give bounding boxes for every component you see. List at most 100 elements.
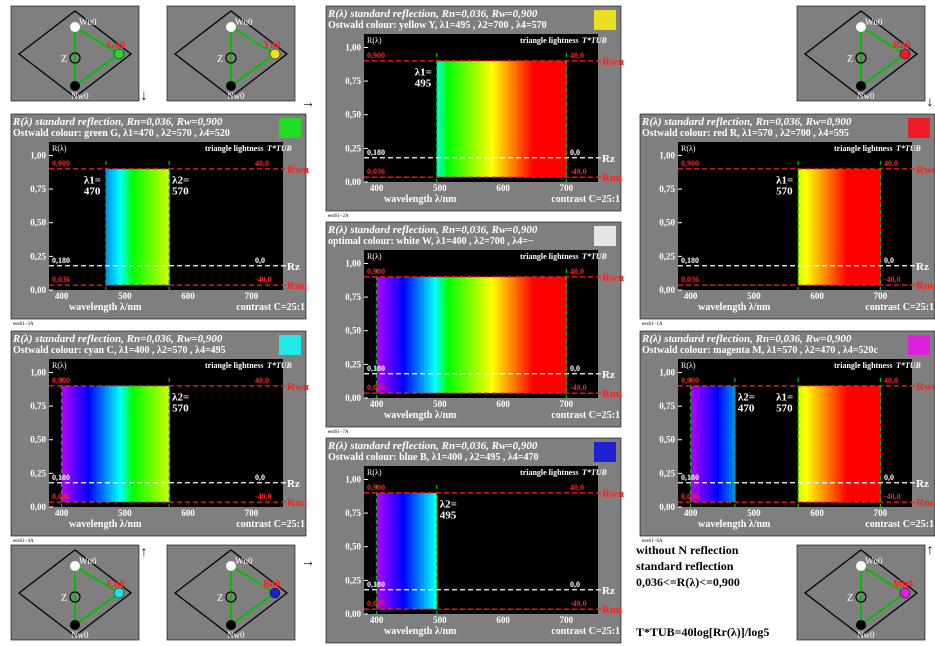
x-tick-label: 500: [433, 399, 447, 409]
colour-point: [113, 48, 125, 60]
spectral-band: [417, 276, 422, 394]
spectral-band: [700, 385, 704, 503]
spectral-band: [518, 276, 523, 394]
spectral-band: [405, 276, 409, 394]
chart-code: eez61−6A: [642, 539, 663, 544]
spectral-band: [832, 168, 837, 286]
reference-side-label: Rnu: [287, 280, 307, 292]
spectral-band: [807, 168, 812, 286]
spectral-band: [465, 276, 469, 394]
spectral-band: [499, 276, 504, 394]
z-label: Z: [847, 593, 853, 604]
x-tick-label: 600: [810, 291, 824, 301]
spectral-band: [813, 168, 818, 286]
x-tick-label: 600: [181, 291, 195, 301]
colour-triangle: [230, 25, 277, 88]
reference-left-label: 0,180: [367, 364, 385, 373]
contrast-label: contrast C=25:1: [551, 194, 620, 205]
y-tick-label: 0,50: [659, 435, 675, 445]
y-tick-label: 0,50: [30, 218, 46, 228]
y-tick-label: 0,50: [345, 542, 361, 552]
chart-4A: R(λ) standard reflection, Rn=0,036, Rw=0…: [10, 330, 309, 544]
spectral-band: [67, 385, 72, 503]
y-tick-label: 0,75: [345, 76, 361, 86]
spectral-band: [550, 60, 555, 178]
black-point: [226, 620, 236, 630]
contrast-label: contrast C=25:1: [551, 626, 620, 637]
spectral-band: [547, 60, 552, 178]
colour-triangle: [74, 25, 121, 88]
spectral-band: [147, 385, 151, 503]
x-tick-label: 600: [181, 508, 195, 518]
spectral-band: [443, 60, 447, 178]
x-tick-label: 500: [118, 508, 132, 518]
flow-arrow: ↑: [141, 545, 148, 560]
spectral-band: [807, 385, 812, 503]
spectral-band: [484, 60, 488, 178]
spectral-band: [560, 276, 564, 394]
spectral-band: [162, 385, 167, 503]
spectral-band: [398, 276, 403, 394]
spectral-band: [458, 60, 463, 178]
spectral-band: [382, 276, 387, 394]
spectral-band: [851, 168, 856, 286]
y-tick-label: 0,50: [30, 435, 46, 445]
spectral-band: [560, 60, 564, 178]
spectral-band: [420, 492, 425, 610]
reference-side-label: Rwu: [602, 488, 624, 500]
spectral-band: [411, 492, 416, 610]
y-tick-label: 0,25: [345, 359, 361, 369]
chart-subtitle: Ostwald colour: yellow Y, λ1=495 , λ2=70…: [328, 20, 547, 31]
spectral-band: [522, 60, 526, 178]
reference-left-label: 0,036: [52, 275, 70, 284]
spectral-band: [401, 276, 406, 394]
reference-right-label: 0,0: [570, 364, 580, 373]
spectral-band: [703, 385, 707, 503]
spectral-band: [547, 276, 552, 394]
x-tick-label: 600: [496, 399, 510, 409]
spectral-band: [719, 385, 723, 503]
chart-title: R(λ) standard reflection, Rn=0,036, Rw=0…: [641, 116, 852, 128]
diamond-outline: [17, 549, 133, 637]
spectral-band: [159, 385, 164, 503]
reference-right-label: 0,0: [570, 148, 580, 157]
spectral-band: [534, 276, 539, 394]
spectral-band: [121, 385, 126, 503]
chart-subtitle: Ostwald colour: cyan C, λ1=400 , λ2=570 …: [13, 345, 226, 356]
colour-point: [899, 587, 911, 599]
lambda-value: 570: [172, 403, 189, 415]
y-tick-label: 0,50: [659, 218, 675, 228]
spectral-band: [484, 276, 488, 394]
reference-right-label: -40,0: [255, 275, 272, 284]
reference-right-label: 40,0: [255, 376, 269, 385]
spectral-band: [496, 60, 501, 178]
spectral-band: [541, 60, 545, 178]
contrast-label: contrast C=25:1: [551, 410, 620, 421]
spectral-band: [518, 60, 523, 178]
x-tick-label: 400: [370, 399, 384, 409]
spectral-band: [820, 385, 824, 503]
spectral-band: [525, 276, 529, 394]
spectral-band: [115, 168, 120, 286]
colour-triangle: [860, 564, 907, 627]
reference-right-label: 40,0: [884, 376, 898, 385]
contrast-label: contrast C=25:1: [236, 519, 305, 530]
spectral-band: [870, 385, 875, 503]
chart-subtitle: Ostwald colour: magenta M, λ1=570 , λ2=4…: [642, 345, 879, 356]
spectral-band: [531, 60, 536, 178]
reference-side-label: Rwu: [916, 164, 935, 176]
spectral-band: [427, 276, 431, 394]
x-tick-label: 500: [747, 291, 761, 301]
reference-right-label: 40,0: [570, 267, 584, 276]
spectral-band: [556, 60, 561, 178]
colour-swatch: [279, 335, 301, 355]
x-tick-label: 500: [747, 508, 761, 518]
black-point: [226, 81, 236, 91]
spectral-band: [839, 168, 843, 286]
reference-right-label: -40,0: [570, 383, 587, 392]
x-tick-label: 400: [370, 183, 384, 193]
reference-side-label: Rwu: [602, 272, 624, 284]
contrast-label: contrast C=25:1: [236, 302, 305, 313]
spectral-band: [137, 168, 142, 286]
spectral-band: [471, 60, 476, 178]
